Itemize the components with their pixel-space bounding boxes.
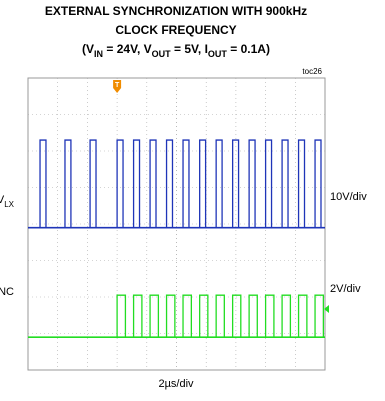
channel-name: SYNC [0,286,14,298]
trace-pulse [132,294,143,338]
trigger-label: T [115,82,120,89]
chart-title-line2: CLOCK FREQUENCY [115,23,236,37]
subtitle-part: = 24V, V [103,42,152,56]
subtitle-part: = 0.1A) [227,42,270,56]
trace-pulse [231,139,240,228]
channel-scale: 2V/div [330,283,361,295]
trace-pulse [231,294,242,338]
trace-pulse [182,294,192,338]
trace-pulse [116,139,124,228]
trace-pulse [264,139,273,228]
subtitle-part: IN [94,49,103,59]
trace-pulse [64,139,72,228]
trace-pulse [199,294,209,338]
trace-pulse [149,139,157,228]
channel-name: V [0,194,5,206]
subtitle-part: OUT [208,49,228,59]
trace-pulse [215,294,225,338]
subtitle-part: (V [82,42,94,56]
chart-subtitle: (VIN = 24V, VOUT = 5V, IOUT = 0.1A) [82,42,270,59]
trace-pulse [314,139,322,228]
channel-scale: 10V/div [330,191,367,203]
trace-pulse [132,139,141,228]
trace-pulse [297,294,308,338]
trace-pulse [248,139,256,228]
subtitle-part: OUT [152,49,172,59]
trace-pulse [215,139,223,228]
trace-pulse [182,139,190,228]
trace-pulse [281,294,292,338]
trace-pulse [116,294,127,338]
trace-pulse [314,294,325,338]
trace-pulse [248,294,258,338]
subtitle-part: = 5V, I [171,42,208,56]
figure-tag: toc26 [302,67,322,76]
chart-title: EXTERNAL SYNCHRONIZATION WITH 900kHz [45,4,307,18]
trace-pulse [297,139,306,228]
x-scale-label: 2µs/div [158,378,194,390]
trace-pulse [39,139,47,228]
trace-pulse [89,139,97,228]
trace-pulse [281,139,289,228]
trace-pulse [199,139,207,228]
channel-label: VLX [0,194,15,209]
channel-label: SYNC [0,286,14,298]
channel-marker [324,305,329,313]
trace-pulse [165,139,174,228]
trace-pulse [165,294,176,338]
trace-pulse [264,294,275,338]
trace-pulse [149,294,160,338]
trigger-marker [113,80,122,93]
channel-name-sub: LX [4,200,14,209]
